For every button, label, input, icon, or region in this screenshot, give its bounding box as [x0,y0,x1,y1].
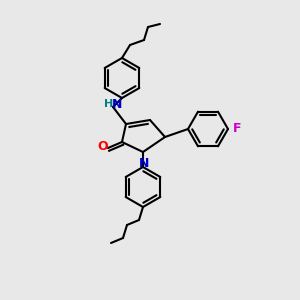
Text: H: H [104,99,114,109]
Text: F: F [233,122,242,136]
Text: N: N [112,98,122,110]
Text: N: N [139,157,149,170]
Text: O: O [98,140,108,154]
